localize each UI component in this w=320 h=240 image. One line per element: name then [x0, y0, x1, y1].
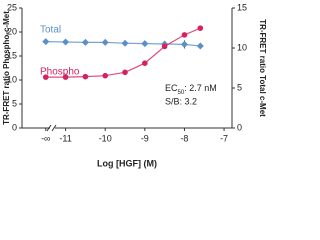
marker [82, 73, 89, 80]
x-tick-label: -7 [220, 133, 228, 143]
marker [197, 25, 204, 31]
y2-tick-label: 5 [237, 82, 242, 92]
marker [102, 72, 109, 79]
marker [196, 42, 204, 50]
x-tick-label: -8 [180, 133, 188, 143]
chart: TR-FRET ratio Phospho-c-Met TR-FRET rati… [2, 2, 267, 168]
y-tick-label: 10 [7, 74, 17, 84]
marker [161, 43, 168, 50]
legend-label: Total [40, 25, 61, 36]
marker [181, 32, 188, 38]
axis-break [46, 124, 57, 132]
marker [62, 74, 69, 80]
marker [121, 39, 129, 47]
y-tick-label: 15 [7, 50, 17, 60]
y2-axis-label: TR-FRET ratio Total c-Met [258, 19, 267, 117]
y-tick-label: 0 [12, 122, 17, 132]
annotation-text: EC [165, 83, 178, 93]
y-tick-label: 20 [7, 26, 17, 36]
x-tick-label: -9 [141, 133, 149, 143]
marker [62, 38, 70, 46]
x-tick-label: -11 [59, 133, 71, 143]
annotation-sub: 50 [178, 90, 185, 96]
marker [142, 60, 148, 66]
y2-tick-label: 10 [237, 42, 247, 52]
annotation-text: : 2.7 nM [184, 83, 217, 93]
y-axis-label: TR-FRET ratio Phospho-c-Met [2, 11, 11, 125]
legend-label: Phospho [40, 67, 80, 78]
marker [180, 40, 188, 48]
annotation: EC50: 2.7 nM [165, 83, 217, 95]
x-axis-label: Log [HGF] (M) [97, 158, 157, 168]
marker [42, 38, 50, 46]
marker [42, 74, 49, 80]
marker [141, 40, 149, 48]
marker [81, 38, 89, 46]
y2-tick-label: 15 [237, 2, 247, 12]
y2-tick-label: 0 [237, 122, 242, 132]
marker [122, 69, 128, 76]
x-tick-label: -10 [99, 133, 112, 143]
x-tick-label: -∞ [41, 133, 50, 143]
y-tick-label: 25 [7, 2, 17, 12]
y-tick-label: 5 [12, 98, 17, 108]
annotation: S/B: 3.2 [165, 96, 197, 106]
marker [101, 38, 109, 46]
